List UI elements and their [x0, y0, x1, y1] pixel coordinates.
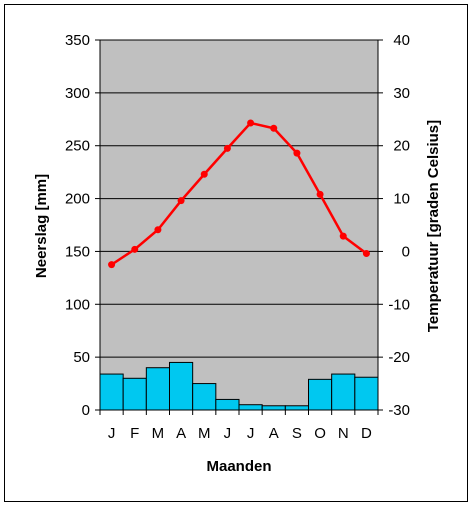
precipitation-bar — [308, 378, 333, 411]
temperature-point — [339, 232, 347, 240]
left-tick-label: 100 — [65, 296, 90, 313]
temperature-polyline — [110, 121, 368, 266]
x-tick-label: J — [247, 425, 255, 442]
left-tick-label: 300 — [65, 85, 90, 102]
x-axis-title: Maanden — [206, 458, 271, 475]
temperature-point — [316, 190, 324, 198]
left-tick-label: 250 — [65, 138, 90, 155]
right-axis-title: Temperatuur [graden Celsius] — [425, 120, 442, 332]
x-tick-label: D — [361, 425, 372, 442]
temperature-point — [362, 250, 370, 258]
x-tick-label: F — [130, 425, 139, 442]
x-tick-label: J — [108, 425, 116, 442]
right-tick-label: 0 — [402, 243, 410, 260]
x-tick-label: J — [224, 425, 232, 442]
right-tick-label: 10 — [393, 191, 410, 208]
right-tick-label: -20 — [388, 349, 410, 366]
precipitation-bar — [238, 404, 263, 411]
x-tick-label: M — [152, 425, 165, 442]
temperature-point — [270, 124, 278, 132]
temperature-point — [177, 197, 185, 205]
precipitation-bar — [169, 361, 194, 411]
left-tick-label: 0 — [82, 402, 90, 419]
temperature-point — [131, 245, 139, 253]
temperature-point — [200, 170, 208, 178]
temperature-line — [108, 119, 370, 269]
precipitation-bar — [354, 376, 379, 411]
temperature-point — [154, 226, 162, 234]
x-tick-label: A — [176, 425, 186, 442]
left-tick-label: 150 — [65, 243, 90, 260]
precipitation-bar — [331, 373, 356, 411]
precipitation-bar — [122, 377, 147, 411]
x-tick-label: O — [314, 425, 326, 442]
right-tick-label: 20 — [393, 138, 410, 155]
x-tick-label: A — [269, 425, 279, 442]
right-tick-label: -30 — [388, 402, 410, 419]
precipitation-bar — [261, 405, 286, 411]
left-axis-title: Neerslag [mm] — [33, 174, 50, 278]
temperature-point — [223, 144, 231, 152]
left-axis-ticks: 0 50 100 150 200 250 300 350 — [65, 32, 100, 419]
precipitation-bar — [145, 367, 170, 411]
precipitation-bar — [215, 398, 240, 411]
left-tick-label: 50 — [73, 349, 90, 366]
precipitation-bar — [284, 405, 310, 411]
temperature-point — [293, 149, 301, 157]
x-tick-label: M — [198, 425, 211, 442]
temperature-point — [247, 119, 255, 127]
precipitation-bar — [99, 373, 124, 411]
x-tick-label: N — [338, 425, 349, 442]
gridlines — [100, 39, 378, 358]
temperature-point — [108, 261, 116, 269]
left-tick-label: 350 — [65, 32, 90, 49]
x-tick-label: S — [292, 425, 302, 442]
right-axis-ticks: -30 -20 -10 0 10 20 30 40 — [378, 32, 410, 419]
plot-area — [100, 40, 378, 410]
right-tick-label: -10 — [388, 296, 410, 313]
precipitation-bar — [192, 383, 217, 411]
left-tick-label: 200 — [65, 191, 90, 208]
right-tick-label: 40 — [393, 32, 410, 49]
right-tick-label: 30 — [393, 85, 410, 102]
